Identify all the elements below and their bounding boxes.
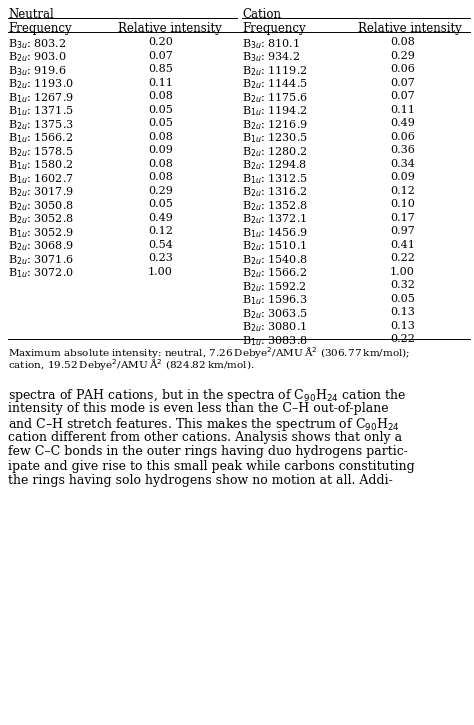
Text: 0.06: 0.06 [390,131,415,141]
Text: 0.17: 0.17 [390,212,415,223]
Text: B$_{1u}$: 3072.0: B$_{1u}$: 3072.0 [8,267,74,281]
Text: B$_{1u}$: 1580.2: B$_{1u}$: 1580.2 [8,159,73,173]
Text: 0.08: 0.08 [148,159,173,168]
Text: B$_{3u}$: 803.2: B$_{3u}$: 803.2 [8,37,66,51]
Text: Neutral: Neutral [8,8,54,21]
Text: 0.34: 0.34 [390,159,415,168]
Text: 0.11: 0.11 [148,78,173,88]
Text: 0.20: 0.20 [148,37,173,47]
Text: B$_{2u}$: 3017.9: B$_{2u}$: 3017.9 [8,186,74,199]
Text: and C–H stretch features. This makes the spectrum of C$_{90}$H$_{24}$: and C–H stretch features. This makes the… [8,416,400,433]
Text: B$_{1u}$: 3052.9: B$_{1u}$: 3052.9 [8,226,74,240]
Text: B$_{1u}$: 1230.5: B$_{1u}$: 1230.5 [242,131,308,145]
Text: intensity of this mode is even less than the C–H out-of-plane: intensity of this mode is even less than… [8,402,389,415]
Text: 0.07: 0.07 [390,91,415,101]
Text: 0.08: 0.08 [148,131,173,141]
Text: 0.06: 0.06 [390,64,415,74]
Text: 0.05: 0.05 [148,199,173,209]
Text: B$_{2u}$: 1578.5: B$_{2u}$: 1578.5 [8,145,73,159]
Text: 0.85: 0.85 [148,64,173,74]
Text: Frequency: Frequency [8,22,72,35]
Text: B$_{2u}$: 3063.5: B$_{2u}$: 3063.5 [242,307,308,320]
Text: 0.12: 0.12 [390,186,415,196]
Text: 0.08: 0.08 [148,172,173,182]
Text: 0.29: 0.29 [390,51,415,60]
Text: 0.97: 0.97 [390,226,415,236]
Text: 0.05: 0.05 [148,118,173,128]
Text: ipate and give rise to this small peak while carbons constituting: ipate and give rise to this small peak w… [8,460,415,473]
Text: B$_{1u}$: 3083.8: B$_{1u}$: 3083.8 [242,334,308,348]
Text: 0.22: 0.22 [390,334,415,344]
Text: B$_{1u}$: 1312.5: B$_{1u}$: 1312.5 [242,172,308,186]
Text: 0.23: 0.23 [148,253,173,263]
Text: cation different from other cations. Analysis shows that only a: cation different from other cations. Ana… [8,431,402,444]
Text: B$_{2u}$: 1144.5: B$_{2u}$: 1144.5 [242,78,308,91]
Text: B$_{2u}$: 1175.6: B$_{2u}$: 1175.6 [242,91,308,105]
Text: B$_{2u}$: 3071.6: B$_{2u}$: 3071.6 [8,253,74,267]
Text: 0.10: 0.10 [390,199,415,209]
Text: Frequency: Frequency [242,22,306,35]
Text: 0.41: 0.41 [390,239,415,249]
Text: 0.13: 0.13 [390,307,415,317]
Text: Maximum absolute intensity: neutral, 7.26 Debye$^2$/AMU Å$^2$ (306.77 km/mol);: Maximum absolute intensity: neutral, 7.2… [8,345,410,361]
Text: 0.05: 0.05 [148,104,173,115]
Text: 0.07: 0.07 [148,51,173,60]
Text: B$_{2u}$: 1566.2: B$_{2u}$: 1566.2 [242,267,307,281]
Text: few C–C bonds in the outer rings having duo hydrogens partic-: few C–C bonds in the outer rings having … [8,445,408,458]
Text: 0.11: 0.11 [390,104,415,115]
Text: 0.54: 0.54 [148,239,173,249]
Text: 0.49: 0.49 [148,212,173,223]
Text: B$_{1u}$: 1456.9: B$_{1u}$: 1456.9 [242,226,308,240]
Text: spectra of PAH cations, but in the spectra of C$_{90}$H$_{24}$ cation the: spectra of PAH cations, but in the spect… [8,387,407,404]
Text: B$_{2u}$: 1352.8: B$_{2u}$: 1352.8 [242,199,308,213]
Text: 0.36: 0.36 [390,145,415,155]
Text: B$_{2u}$: 3068.9: B$_{2u}$: 3068.9 [8,239,74,253]
Text: 0.07: 0.07 [390,78,415,88]
Text: B$_{1u}$: 1602.7: B$_{1u}$: 1602.7 [8,172,74,186]
Text: B$_{2u}$: 1510.1: B$_{2u}$: 1510.1 [242,239,307,253]
Text: cation, 19.52 Debye$^2$/AMU Å$^2$ (824.82 km/mol).: cation, 19.52 Debye$^2$/AMU Å$^2$ (824.8… [8,357,255,373]
Text: B$_{2u}$: 1372.1: B$_{2u}$: 1372.1 [242,212,307,226]
Text: B$_{1u}$: 1194.2: B$_{1u}$: 1194.2 [242,104,307,118]
Text: B$_{2u}$: 1540.8: B$_{2u}$: 1540.8 [242,253,308,267]
Text: B$_{2u}$: 1294.8: B$_{2u}$: 1294.8 [242,159,307,173]
Text: B$_{2u}$: 1375.3: B$_{2u}$: 1375.3 [8,118,74,132]
Text: 1.00: 1.00 [390,267,415,276]
Text: B$_{2u}$: 1280.2: B$_{2u}$: 1280.2 [242,145,307,159]
Text: B$_{2u}$: 1216.9: B$_{2u}$: 1216.9 [242,118,308,132]
Text: B$_{2u}$: 3050.8: B$_{2u}$: 3050.8 [8,199,73,213]
Text: B$_{2u}$: 3080.1: B$_{2u}$: 3080.1 [242,320,307,334]
Text: 0.09: 0.09 [148,145,173,155]
Text: 0.13: 0.13 [390,320,415,331]
Text: B$_{1u}$: 1371.5: B$_{1u}$: 1371.5 [8,104,74,118]
Text: B$_{3u}$: 934.2: B$_{3u}$: 934.2 [242,51,300,65]
Text: Cation: Cation [242,8,281,21]
Text: B$_{1u}$: 1267.9: B$_{1u}$: 1267.9 [8,91,74,105]
Text: 0.08: 0.08 [390,37,415,47]
Text: B$_{2u}$: 1119.2: B$_{2u}$: 1119.2 [242,64,307,78]
Text: B$_{1u}$: 1596.3: B$_{1u}$: 1596.3 [242,294,308,307]
Text: 0.05: 0.05 [390,294,415,304]
Text: Relative intensity: Relative intensity [358,22,462,35]
Text: 0.49: 0.49 [390,118,415,128]
Text: B$_{2u}$: 903.0: B$_{2u}$: 903.0 [8,51,67,65]
Text: 0.22: 0.22 [390,253,415,263]
Text: B$_{2u}$: 1592.2: B$_{2u}$: 1592.2 [242,280,307,294]
Text: 1.00: 1.00 [148,267,173,276]
Text: 0.09: 0.09 [390,172,415,182]
Text: B$_{3u}$: 919.6: B$_{3u}$: 919.6 [8,64,67,78]
Text: Relative intensity: Relative intensity [118,22,222,35]
Text: B$_{3u}$: 810.1: B$_{3u}$: 810.1 [242,37,300,51]
Text: 0.32: 0.32 [390,280,415,290]
Text: the rings having solo hydrogens show no motion at all. Addi-: the rings having solo hydrogens show no … [8,474,393,487]
Text: 0.08: 0.08 [148,91,173,101]
Text: B$_{2u}$: 1316.2: B$_{2u}$: 1316.2 [242,186,307,199]
Text: 0.29: 0.29 [148,186,173,196]
Text: B$_{2u}$: 1193.0: B$_{2u}$: 1193.0 [8,78,74,91]
Text: B$_{2u}$: 3052.8: B$_{2u}$: 3052.8 [8,212,73,226]
Text: B$_{1u}$: 1566.2: B$_{1u}$: 1566.2 [8,131,73,145]
Text: 0.12: 0.12 [148,226,173,236]
